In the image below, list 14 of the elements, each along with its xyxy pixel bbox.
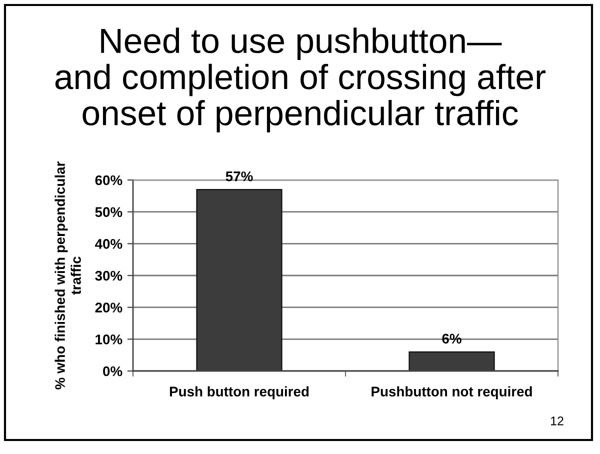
y-tick-label: 60% (95, 175, 122, 186)
x-tick-label: Pushbutton not required (372, 386, 532, 400)
text: 12 (551, 416, 564, 426)
y-tick-label: 40% (94, 239, 122, 249)
data-label: 57% (226, 171, 253, 182)
data-label: 6% (442, 334, 462, 344)
y-tick-label: 30% (95, 270, 122, 281)
y-tick-label: 20% (95, 302, 122, 313)
y-tick-label: 0% (103, 366, 122, 376)
y-tick-label: 50% (95, 207, 122, 218)
y-tick-label: 10% (96, 334, 122, 344)
x-tick-label: Push button required (170, 386, 309, 400)
y-axis-title: % who finished with perpendicular traffic (54, 161, 81, 390)
chart-title: Need to use pushbutton— and completion of crossing after onset of perpendicular traffic (55, 28, 546, 132)
